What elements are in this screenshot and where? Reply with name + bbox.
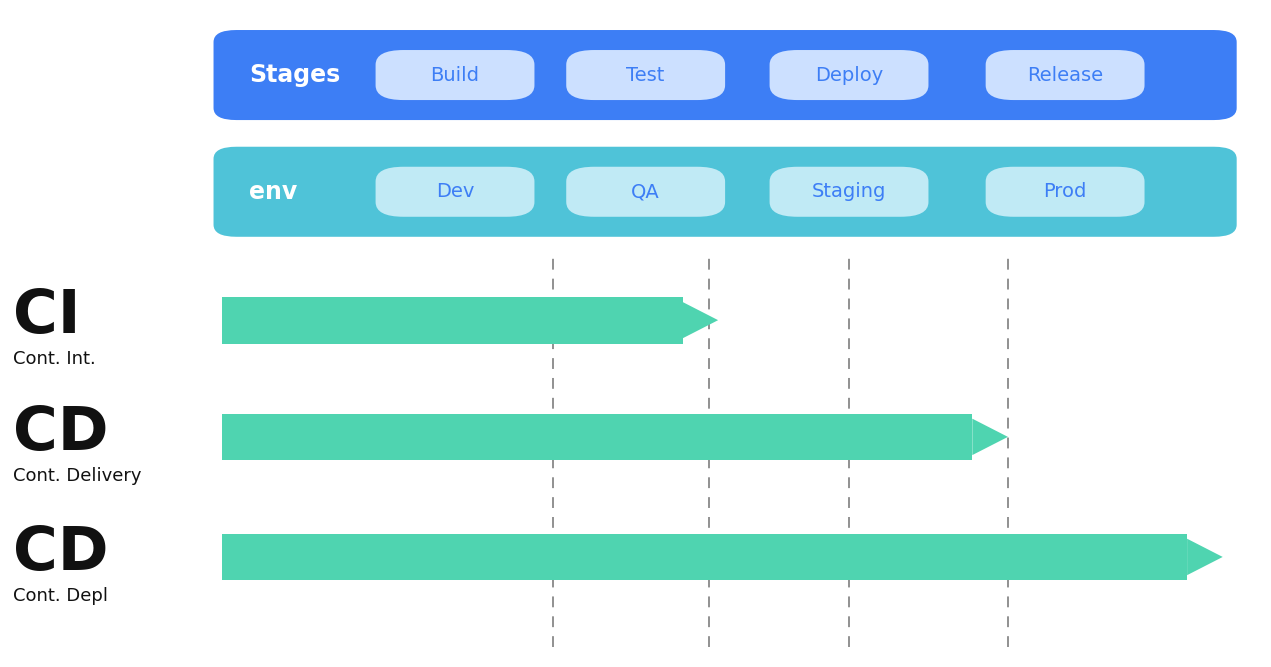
Text: Dev: Dev [436, 182, 474, 201]
Text: Release: Release [1027, 65, 1103, 85]
FancyBboxPatch shape [214, 147, 1237, 237]
Polygon shape [222, 297, 683, 344]
Polygon shape [1187, 539, 1223, 575]
Text: QA: QA [632, 182, 660, 201]
FancyBboxPatch shape [770, 167, 928, 217]
Text: Staging: Staging [812, 182, 886, 201]
Polygon shape [972, 419, 1008, 455]
Text: CI: CI [13, 287, 80, 346]
Text: Cont. Int.: Cont. Int. [13, 350, 95, 368]
FancyBboxPatch shape [376, 50, 535, 100]
FancyBboxPatch shape [376, 167, 535, 217]
FancyBboxPatch shape [567, 50, 724, 100]
Text: env: env [249, 180, 297, 203]
FancyBboxPatch shape [770, 50, 928, 100]
Text: Test: Test [627, 65, 665, 85]
Text: Cont. Depl: Cont. Depl [13, 587, 108, 605]
Text: Deploy: Deploy [815, 65, 883, 85]
Text: Prod: Prod [1043, 182, 1087, 201]
Text: CD: CD [13, 404, 108, 463]
Text: CD: CD [13, 524, 108, 583]
Polygon shape [222, 534, 1187, 580]
Polygon shape [683, 302, 718, 338]
FancyBboxPatch shape [986, 50, 1144, 100]
Text: Cont. Delivery: Cont. Delivery [13, 467, 141, 485]
Text: Stages: Stages [249, 63, 341, 87]
FancyBboxPatch shape [214, 30, 1237, 120]
FancyBboxPatch shape [567, 167, 724, 217]
Polygon shape [222, 414, 972, 460]
Text: Build: Build [431, 65, 479, 85]
FancyBboxPatch shape [986, 167, 1144, 217]
